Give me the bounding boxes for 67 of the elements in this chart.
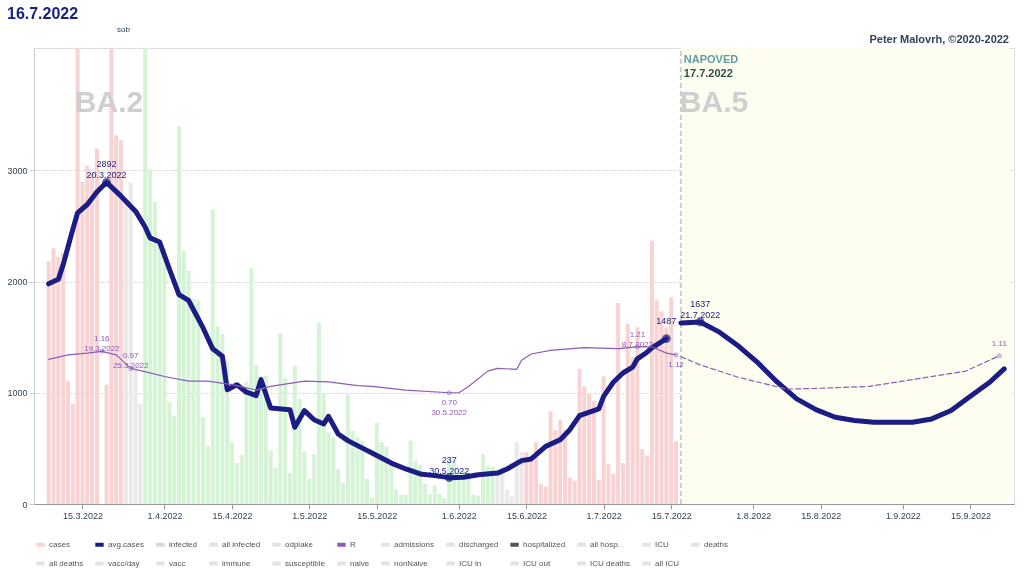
x-tick-label: 1.5.2022: [292, 510, 328, 521]
data-label: 1.11: [991, 338, 1008, 348]
data-label: 1637 21.7.2022: [680, 298, 721, 320]
data-label: 1.16 19.3.2022: [83, 334, 121, 354]
data-label: 2892 20.3.2022: [86, 159, 127, 181]
ref-line-label: 17.7.2022: [683, 67, 733, 79]
bar: [524, 452, 529, 504]
point: [695, 317, 705, 327]
y-tick-label: 0: [22, 499, 28, 510]
bar: [360, 440, 365, 504]
legend-label: vacc: [169, 558, 186, 568]
band-label: NAPOVED: [683, 53, 739, 65]
y-tick-label: 1000: [7, 388, 28, 399]
legend-label: immune: [222, 558, 251, 568]
y-tick-label: 3000: [7, 165, 28, 176]
bar: [601, 376, 606, 504]
x-tick-label: 1.4.2022: [147, 510, 183, 521]
x-tick-label: 1.9.2022: [885, 510, 921, 521]
x-tick-label: 15.7.2022: [651, 510, 692, 521]
legend-label: avg.cases: [108, 539, 145, 549]
point: [662, 334, 671, 343]
x-tick-label: 15.6.2022: [506, 510, 547, 521]
bar: [548, 411, 553, 504]
legend-label: vacc/day: [108, 558, 140, 568]
data-label: 1.12: [668, 359, 685, 369]
legend-label: hospitalized: [523, 539, 566, 549]
legend-label: ICU in: [459, 558, 482, 568]
point: [102, 178, 111, 187]
y-tick-label: 2000: [7, 277, 28, 288]
x-tick-label: 15.4.2022: [212, 510, 253, 521]
legend-label: nonNaive: [394, 558, 429, 568]
x-tick-label: 15.9.2022: [950, 510, 991, 521]
legend-label: all deaths: [49, 558, 84, 568]
chart-title: 16.7.2022: [6, 5, 79, 22]
legend-label: all ICU: [655, 558, 680, 568]
legend-label: cases: [49, 539, 70, 549]
bar: [408, 440, 413, 504]
x-tick-label: 1.7.2022: [586, 510, 622, 521]
text: sob: [117, 25, 131, 34]
legend-label: discharged: [459, 539, 499, 549]
x-tick-label: 1.6.2022: [441, 510, 477, 521]
point: [446, 390, 452, 396]
data-label: 237 30.5.2022: [429, 454, 470, 476]
legend-label: all infected: [222, 539, 261, 549]
x-tick-label: 1.8.2022: [736, 510, 772, 521]
bar: [577, 368, 582, 504]
legend-label: naive: [350, 558, 370, 568]
legend-label: deaths: [704, 539, 729, 549]
x-tick-label: 15.3.2022: [62, 510, 103, 521]
legend-label: odplake: [285, 539, 314, 549]
bar: [51, 248, 56, 504]
point: [996, 353, 1002, 359]
legend-label: infected: [169, 539, 198, 549]
legend-label: ICU: [655, 539, 669, 549]
legend-label: susceptible: [285, 558, 326, 568]
x-tick-label: 15.8.2022: [801, 510, 842, 521]
text: Peter Malovrh, ©2020-2022: [869, 33, 1009, 45]
legend-label: R: [350, 539, 356, 549]
legend-label: ICU out: [523, 558, 551, 568]
bar: [162, 248, 167, 504]
data-label: 0.70 30.5.2022: [431, 397, 468, 417]
x-tick-label: 15.5.2022: [357, 510, 398, 521]
legend-label: all hosp.: [590, 539, 620, 549]
data-label: 1487: [656, 315, 677, 326]
bar: [249, 267, 254, 504]
legend-label: ICU deaths: [590, 558, 631, 568]
legend-label: admissions: [394, 539, 435, 549]
